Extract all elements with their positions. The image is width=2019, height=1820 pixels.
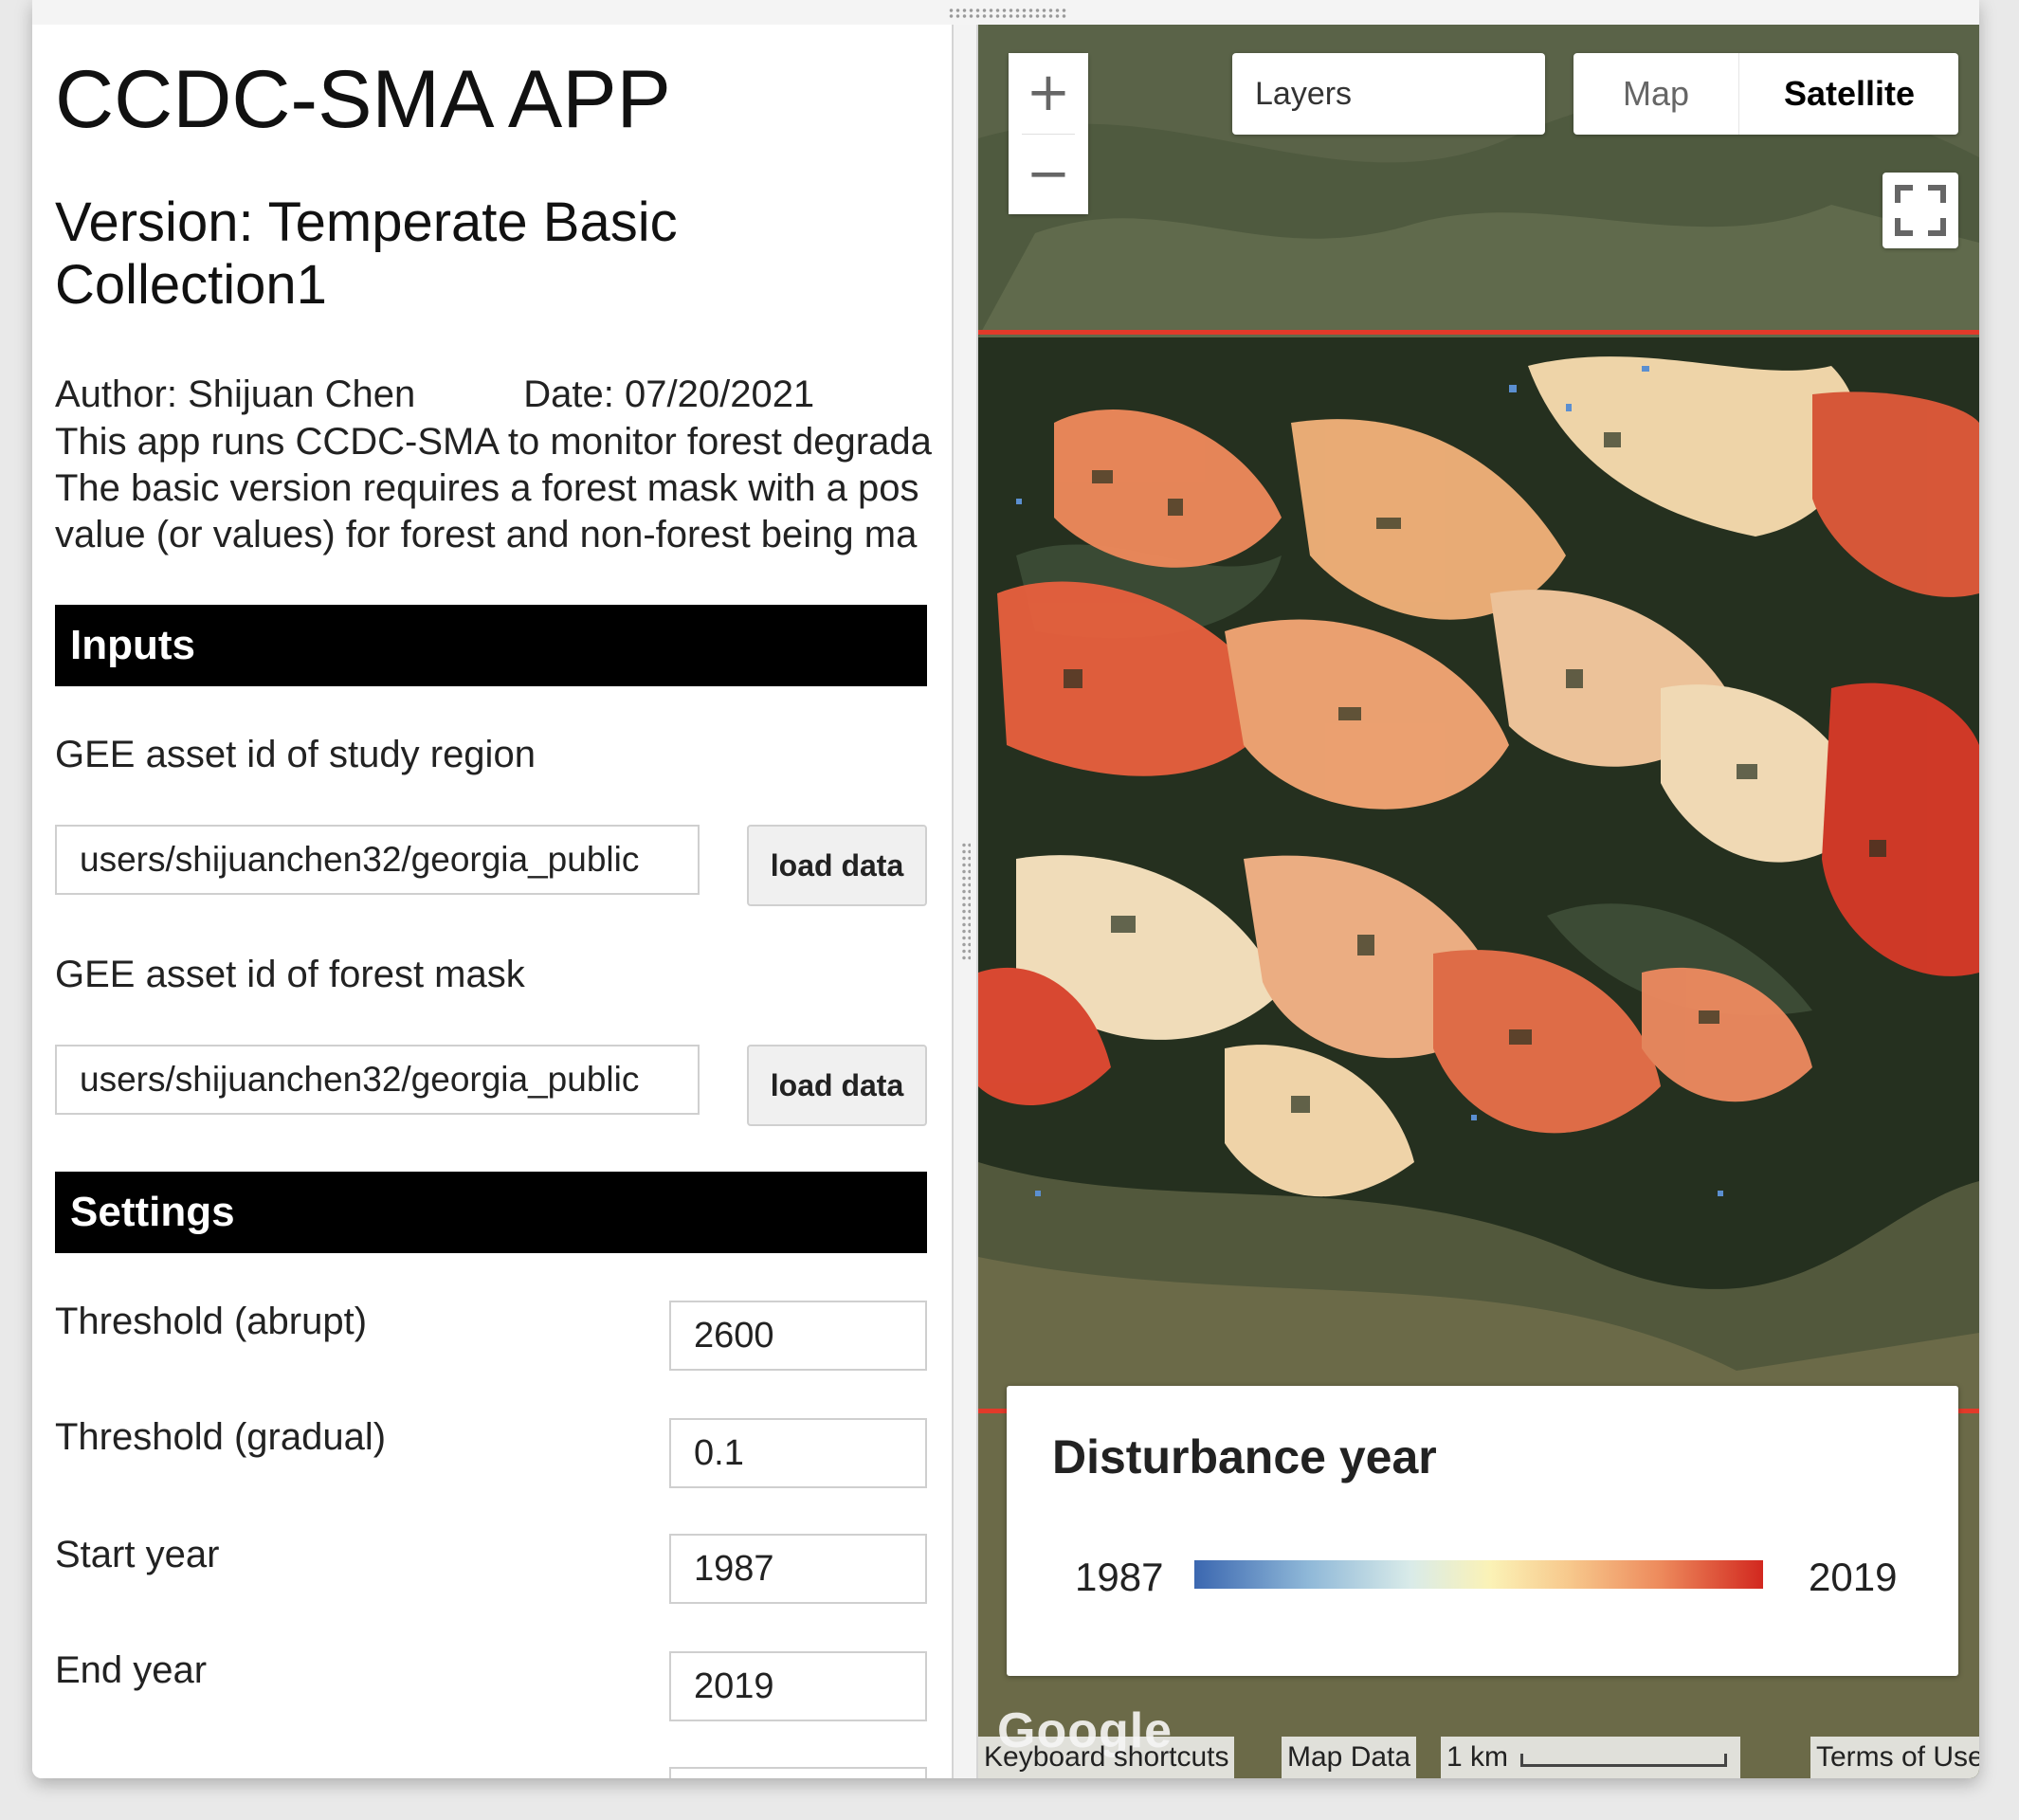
load-study-region-button[interactable]: load data — [747, 825, 927, 906]
panel-splitter[interactable] — [952, 25, 978, 1778]
legend-color-ramp — [1194, 1560, 1763, 1589]
map-data-link[interactable]: Map Data — [1282, 1737, 1417, 1778]
threshold-gradual-label: Threshold (gradual) — [55, 1416, 387, 1458]
description-line: This app runs CCDC-SMA to monitor forest… — [55, 421, 932, 463]
forest-mask-label: GEE asset id of forest mask — [55, 954, 525, 995]
zoom-in-button[interactable]: + — [1009, 53, 1088, 133]
zoom-control: + − — [1009, 53, 1088, 214]
control-panel: CCDC-SMA APP Version: Temperate Basic Co… — [32, 25, 952, 1778]
date-label: Date: 07/20/2021 — [523, 373, 815, 415]
app-description: This app runs CCDC-SMA to monitor forest… — [55, 419, 952, 558]
version-label: Version: Temperate Basic Collection1 — [55, 191, 678, 316]
top-resize-strip — [32, 0, 1979, 27]
forest-mask-input[interactable] — [55, 1045, 700, 1115]
study-region-label: GEE asset id of study region — [55, 734, 536, 775]
keyboard-shortcuts-link[interactable]: Keyboard shortcuts — [978, 1737, 1235, 1778]
scale-control[interactable]: 1 km — [1441, 1737, 1740, 1778]
scale-bar-icon — [1520, 1754, 1727, 1767]
top-resize-handle[interactable] — [948, 8, 1067, 19]
end-year-label: End year — [55, 1649, 208, 1691]
author-label: Author: Shijuan Chen — [55, 373, 416, 415]
terms-of-use-link[interactable]: Terms of Use — [1810, 1737, 1979, 1778]
map-type-satellite[interactable]: Satellite — [1738, 53, 1959, 135]
load-forest-mask-button[interactable]: load data — [747, 1045, 927, 1126]
fullscreen-icon — [1895, 185, 1946, 236]
author-date-row: Author: Shijuan Chen Date: 07/20/2021 — [55, 373, 814, 416]
splitter-handle[interactable] — [961, 842, 971, 961]
map-type-map[interactable]: Map — [1622, 74, 1690, 113]
fullscreen-button[interactable] — [1883, 173, 1958, 248]
settings-header: Settings — [55, 1172, 927, 1253]
description-line: value (or values) for forest and non-for… — [55, 514, 918, 555]
disturbance-year-overlay — [978, 356, 1979, 1197]
description-line: The basic version requires a forest mask… — [55, 467, 919, 509]
inputs-header: Inputs — [55, 605, 927, 686]
app-window: CCDC-SMA APP Version: Temperate Basic Co… — [32, 0, 1979, 1778]
app-title: CCDC-SMA APP — [55, 54, 671, 145]
study-region-input[interactable] — [55, 825, 700, 895]
layers-button[interactable]: Layers — [1232, 53, 1545, 135]
start-year-label: Start year — [55, 1534, 220, 1575]
scale-label: 1 km — [1446, 1741, 1509, 1773]
legend-max-label: 2019 — [1809, 1555, 1898, 1599]
legend-title: Disturbance year — [1052, 1430, 1437, 1483]
end-year-input[interactable] — [669, 1651, 927, 1721]
threshold-abrupt-label: Threshold (abrupt) — [55, 1301, 368, 1342]
zoom-out-button[interactable]: − — [1009, 135, 1088, 214]
legend-min-label: 1987 — [1075, 1555, 1164, 1599]
study-region-boundary-top — [978, 330, 1979, 335]
zoom-divider — [1022, 134, 1075, 135]
map-view[interactable]: + − Layers Map Satellite Disturbance yea… — [978, 25, 1979, 1778]
threshold-gradual-input[interactable] — [669, 1418, 927, 1488]
disturbance-year-legend: Disturbance year 1987 2019 — [1007, 1386, 1958, 1676]
map-type-control: Map Satellite — [1573, 53, 1958, 135]
next-setting-input-partial[interactable] — [669, 1767, 927, 1778]
start-year-input[interactable] — [669, 1534, 927, 1604]
threshold-abrupt-input[interactable] — [669, 1301, 927, 1371]
